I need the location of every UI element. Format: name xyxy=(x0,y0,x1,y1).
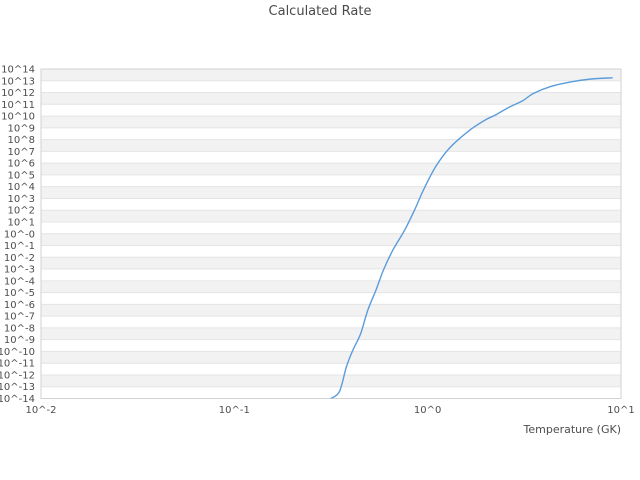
x-tick-label: 10^-1 xyxy=(219,405,250,416)
grid-stripe xyxy=(41,210,621,222)
y-tick-label: 10^6 xyxy=(8,159,35,170)
y-tick-label: 10^14 xyxy=(1,65,35,76)
x-tick-label: 10^1 xyxy=(607,405,634,416)
grid-stripe xyxy=(41,374,621,387)
y-tick-label: 10^13 xyxy=(1,76,35,87)
x-tick-label: 10^0 xyxy=(414,405,441,416)
y-tick-label: 10^-4 xyxy=(4,276,35,287)
y-tick-label: 10^11 xyxy=(1,100,35,111)
y-tick-label: 10^4 xyxy=(8,182,35,193)
y-tick-label: 10^-10 xyxy=(0,347,35,358)
x-tick-label: 10^-2 xyxy=(25,405,56,416)
y-tick-label: 10^-9 xyxy=(4,335,35,346)
y-tick-label: 10^-7 xyxy=(4,312,35,323)
y-tick-label: 10^8 xyxy=(8,135,35,146)
grid-stripe xyxy=(41,280,621,293)
y-tick-label: 10^-13 xyxy=(0,382,35,393)
grid-stripe xyxy=(41,186,621,199)
y-tick-label: 10^-2 xyxy=(4,253,35,264)
y-tick-label: 10^12 xyxy=(1,88,35,99)
grid-stripe xyxy=(41,139,621,152)
grid-stripe xyxy=(41,116,621,128)
y-tick-label: 10^10 xyxy=(1,112,35,123)
x-axis-title: Temperature (GK) xyxy=(523,423,622,436)
y-tick-label: 10^-14 xyxy=(0,394,35,405)
chart-title: Calculated Rate xyxy=(268,4,372,19)
y-tick-label: 10^-12 xyxy=(0,370,35,381)
grid-stripe xyxy=(41,327,621,340)
y-tick-label: 10^9 xyxy=(8,123,35,134)
y-tick-label: 10^5 xyxy=(8,170,35,181)
grid-stripe xyxy=(41,163,621,175)
grid-stripe xyxy=(41,304,621,317)
y-tick-label: 10^3 xyxy=(8,194,35,205)
y-tick-label: 10^-0 xyxy=(4,229,35,240)
grid-stripe xyxy=(41,69,621,81)
y-tick-label: 10^-6 xyxy=(4,300,35,311)
y-tick-label: 10^7 xyxy=(8,147,35,158)
y-tick-label: 10^-8 xyxy=(4,323,35,334)
grid-stripe xyxy=(41,92,621,105)
y-tick-label: 10^1 xyxy=(8,217,35,228)
y-tick-label: 10^2 xyxy=(8,206,35,217)
grid-stripe xyxy=(41,351,621,364)
rate-curve xyxy=(330,77,613,399)
grid-stripe xyxy=(41,257,621,270)
grid-stripe xyxy=(41,233,621,246)
y-tick-label: 10^-11 xyxy=(0,359,35,370)
y-tick-label: 10^-3 xyxy=(4,265,35,276)
y-tick-label: 10^-5 xyxy=(4,288,35,299)
y-tick-label: 10^-1 xyxy=(4,241,35,252)
